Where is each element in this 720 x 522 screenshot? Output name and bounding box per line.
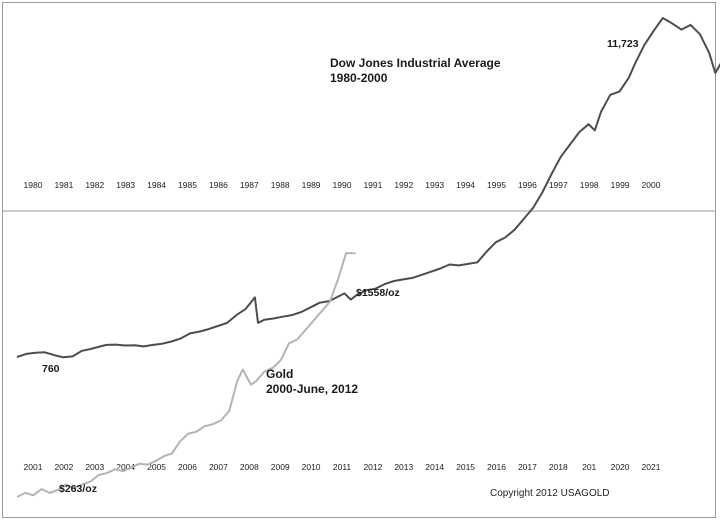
dow-x-tick-label: 1984 (147, 180, 166, 190)
gold-x-tick-label: 2006 (178, 462, 197, 472)
gold-x-tick-label: 2003 (85, 462, 104, 472)
gold-series-line (16, 252, 356, 498)
gold-x-tick-label: 2014 (425, 462, 444, 472)
dow-x-tick-label: 1998 (580, 180, 599, 190)
dow-chart-title: Dow Jones Industrial Average (330, 56, 501, 70)
dow-x-tick-label: 1999 (611, 180, 630, 190)
dow-x-tick-label: 1982 (85, 180, 104, 190)
dow-series-line (16, 17, 720, 359)
dow-x-tick-label: 1989 (302, 180, 321, 190)
gold-x-tick-label: 2001 (24, 462, 43, 472)
gold-x-tick-label: 2016 (487, 462, 506, 472)
gold-x-tick-label: 2011 (333, 462, 352, 472)
dow-chart-subtitle: 1980-2000 (330, 71, 388, 85)
gold-x-tick-label: 2004 (116, 462, 135, 472)
gold-x-tick-label: 201 (582, 462, 596, 472)
dow-x-tick-label: 1991 (363, 180, 382, 190)
gold-x-tick-label: 2010 (302, 462, 321, 472)
gold-x-tick-label: 2002 (54, 462, 73, 472)
dow-x-tick-label: 1987 (240, 180, 259, 190)
dow-x-tick-label: 2000 (642, 180, 661, 190)
dow-x-tick-label: 1990 (333, 180, 352, 190)
copyright-text: Copyright 2012 USAGOLD (490, 488, 610, 499)
dow-x-tick-label: 1993 (425, 180, 444, 190)
gold-x-tick-label: 2021 (642, 462, 661, 472)
dow-x-tick-label: 1994 (456, 180, 475, 190)
dow-x-tick-label: 1996 (518, 180, 537, 190)
dow-x-tick-label: 1983 (116, 180, 135, 190)
gold-x-tick-label: 2020 (611, 462, 630, 472)
gold-x-tick-label: 2005 (147, 462, 166, 472)
gold-chart-title: Gold (266, 367, 293, 381)
dow-x-tick-label: 1988 (271, 180, 290, 190)
dow-x-tick-label: 1981 (54, 180, 73, 190)
dow-start-annotation: 760 (42, 363, 60, 375)
gold-start-annotation: $263/oz (59, 483, 97, 495)
dow-x-tick-label: 1997 (549, 180, 568, 190)
gold-x-tick-label: 2013 (394, 462, 413, 472)
dow-x-tick-label: 1986 (209, 180, 228, 190)
gold-x-tick-label: 2015 (456, 462, 475, 472)
dow-x-tick-label: 1992 (394, 180, 413, 190)
gold-x-tick-label: 2012 (363, 462, 382, 472)
dow-peak-annotation: 11,723 (607, 38, 639, 50)
gold-x-tick-label: 2007 (209, 462, 228, 472)
gold-x-tick-label: 2018 (549, 462, 568, 472)
gold-x-tick-label: 2009 (271, 462, 290, 472)
gold-chart-subtitle: 2000-June, 2012 (266, 382, 358, 396)
dow-x-tick-label: 1995 (487, 180, 506, 190)
gold-end-annotation: $1558/oz (356, 287, 400, 299)
dow-x-axis-ticks: 1980 1981 1982 1983 1984 1985 1986 1987 1988 1989… (24, 180, 661, 190)
gold-x-tick-label: 2017 (518, 462, 537, 472)
gold-x-axis-ticks: 2001 2002 2003 2004 2005 2006 2007 2008 2009 2010… (24, 462, 661, 472)
dow-x-tick-label: 1985 (178, 180, 197, 190)
dow-x-tick-label: 1980 (24, 180, 43, 190)
gold-x-tick-label: 2008 (240, 462, 259, 472)
